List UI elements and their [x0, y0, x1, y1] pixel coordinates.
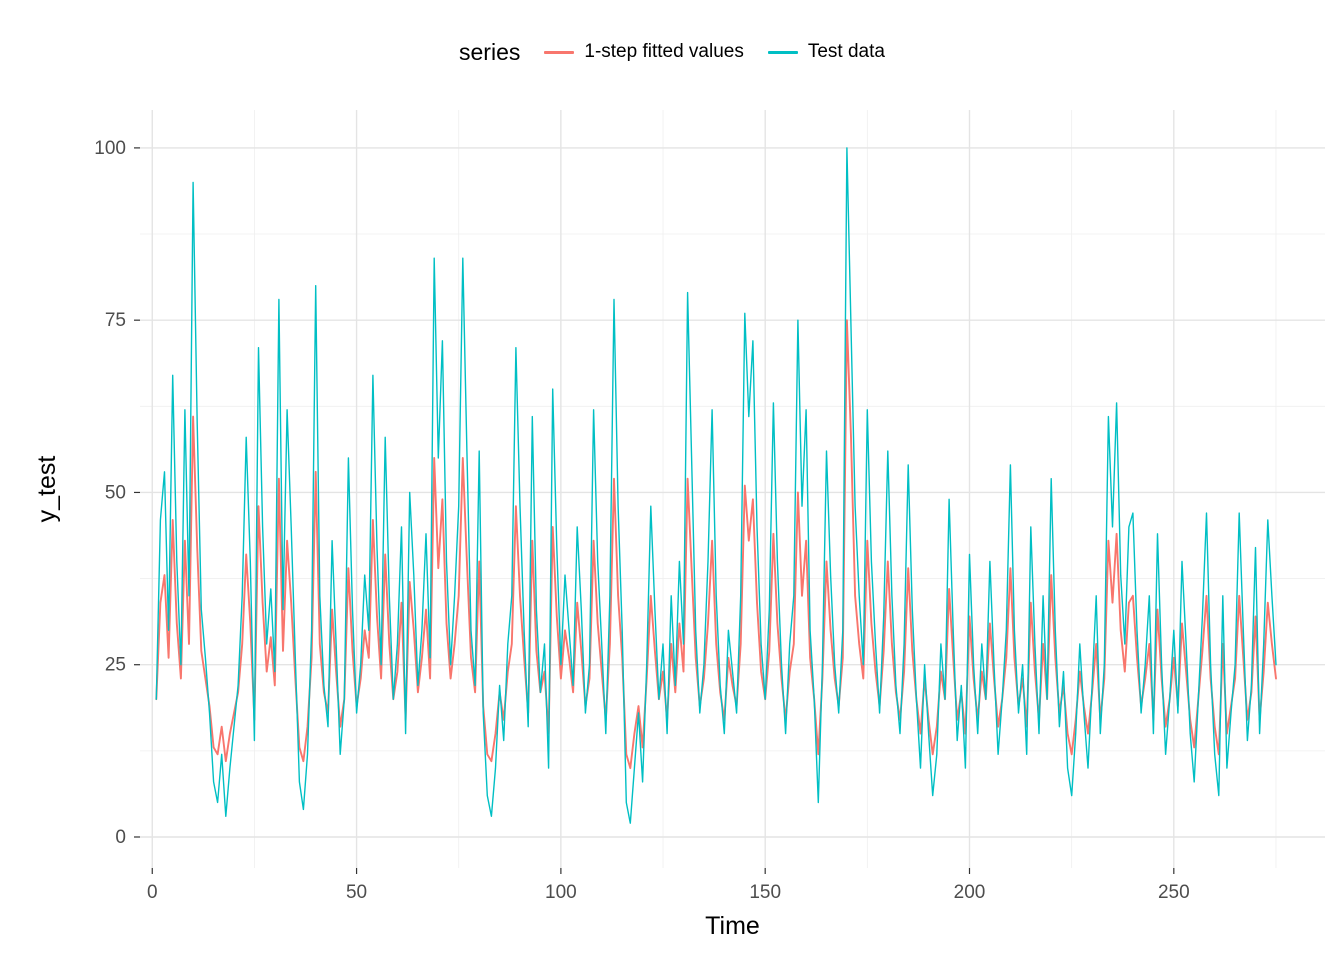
- fitted-values-line: [155, 319, 1277, 770]
- y-tick-label: 100: [94, 138, 126, 159]
- legend: series 1-step fitted values Test data: [0, 30, 1344, 74]
- x-tick-label: 0: [147, 882, 158, 903]
- legend-label-test: Test data: [807, 41, 885, 62]
- x-tick-label: 150: [749, 882, 781, 903]
- x-tick-label: 200: [954, 882, 986, 903]
- y-tick-label: 25: [105, 655, 126, 676]
- y-tick-label: 50: [105, 482, 126, 503]
- legend-label-fitted: 1-step fitted values: [584, 41, 744, 62]
- x-tick-label: 100: [545, 882, 577, 903]
- test-line-key-icon: [767, 50, 798, 54]
- legend-item-test: Test data: [767, 41, 885, 63]
- y-tick-label: 0: [115, 827, 126, 848]
- legend-title: series: [459, 38, 521, 65]
- y-tick-label: 75: [105, 310, 126, 331]
- y-axis-title: y_test: [32, 455, 61, 523]
- legend-item-fitted: 1-step fitted values: [544, 41, 744, 63]
- test-data-line: [155, 147, 1277, 824]
- x-axis-title: Time: [705, 912, 760, 940]
- fitted-line-key-icon: [544, 50, 575, 54]
- x-tick-label: 50: [346, 882, 367, 903]
- x-tick-label: 250: [1158, 882, 1190, 903]
